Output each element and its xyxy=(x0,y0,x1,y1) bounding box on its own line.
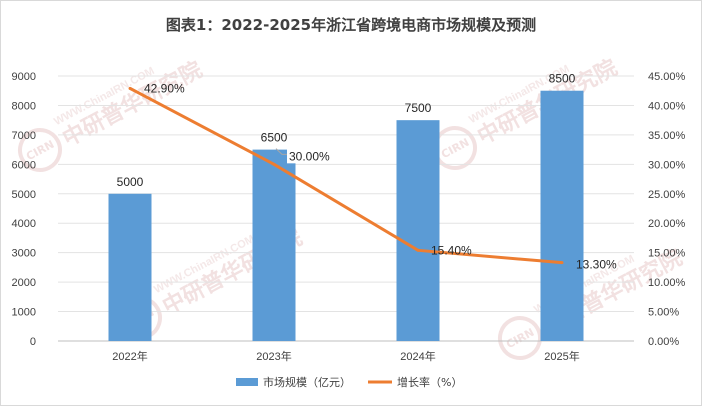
y-right-tick-label: 0.00% xyxy=(648,336,679,348)
y-left-tick-label: 3000 xyxy=(12,248,36,260)
bar xyxy=(252,149,296,341)
y-left-tick-label: 1000 xyxy=(12,307,36,319)
bar-data-label: 8500 xyxy=(549,72,576,86)
y-right-tick-label: 25.00% xyxy=(648,189,686,201)
y-left-tick-label: 5000 xyxy=(12,189,36,201)
legend-label-line: 增长率（%） xyxy=(397,375,462,389)
legend-label-bar: 市场规模（亿元） xyxy=(263,375,351,389)
growth-line xyxy=(129,87,563,265)
bar xyxy=(396,120,440,342)
bar-data-label: 5000 xyxy=(117,175,144,189)
x-tick-label: 2022年 xyxy=(112,349,147,363)
x-tick-label: 2023年 xyxy=(256,349,291,363)
line-point xyxy=(128,86,132,90)
y-right-tick-label: 30.00% xyxy=(648,159,686,171)
y-left-tick-label: 2000 xyxy=(12,277,36,289)
y-left-tick-label: 6000 xyxy=(12,159,36,171)
y-left-tick-label: 4000 xyxy=(12,218,36,230)
y-right-tick-label: 5.00% xyxy=(648,307,679,319)
bar-data-label: 7500 xyxy=(405,101,432,115)
y-right-tick-label: 45.00% xyxy=(648,71,686,83)
legend-swatch-bar xyxy=(236,378,258,386)
bar-data-label: 6500 xyxy=(261,131,288,145)
right-axis: 0.00% 5.00% 10.00% 15.00% 20.00% 25.00% 30.00%… xyxy=(648,71,686,348)
bar xyxy=(108,193,152,341)
y-left-tick-label: 8000 xyxy=(12,100,36,112)
y-left-tick-label: 7000 xyxy=(12,130,36,142)
watermark-logo-ring xyxy=(17,128,62,172)
y-left-tick-label: 0 xyxy=(30,336,36,348)
y-right-tick-label: 15.00% xyxy=(648,248,686,260)
x-tick-label: 2024年 xyxy=(400,349,435,363)
y-left-tick-label: 9000 xyxy=(12,71,36,83)
line-label-background xyxy=(287,149,335,164)
label-leader-line xyxy=(275,148,287,155)
y-right-tick-label: 40.00% xyxy=(648,100,686,112)
y-right-tick-label: 20.00% xyxy=(648,218,686,230)
line-data-label: 42.90% xyxy=(144,81,185,95)
line-point xyxy=(272,162,276,166)
left-axis: 0 1000 2000 3000 4000 5000 6000 7000 8000 9000 xyxy=(12,71,36,348)
gridlines xyxy=(58,75,634,342)
line-data-label: 30.00% xyxy=(289,149,330,163)
bar xyxy=(540,90,584,341)
y-right-tick-label: 35.00% xyxy=(648,130,686,142)
line-series xyxy=(128,86,564,265)
line-point xyxy=(416,248,420,252)
chart-title: 图表1：2022-2025年浙江省跨境电商市场规模及预测 xyxy=(166,16,536,34)
line-data-labels: 42.90% 30.00% 15.40% 13.30% xyxy=(144,81,617,271)
legend: 市场规模（亿元） 增长率（%） xyxy=(236,375,462,389)
line-point xyxy=(560,261,564,265)
line-data-label: 13.30% xyxy=(576,258,617,272)
line-data-label: 15.40% xyxy=(431,243,472,257)
x-tick-label: 2025年 xyxy=(544,349,579,363)
x-axis: 2022年 2023年 2024年 2025年 xyxy=(112,349,579,363)
watermark-logo-ring xyxy=(498,316,542,360)
y-right-tick-label: 10.00% xyxy=(648,277,686,289)
bar-series xyxy=(108,90,584,342)
bar-data-labels: 5000 6500 7500 8500 xyxy=(117,72,576,189)
